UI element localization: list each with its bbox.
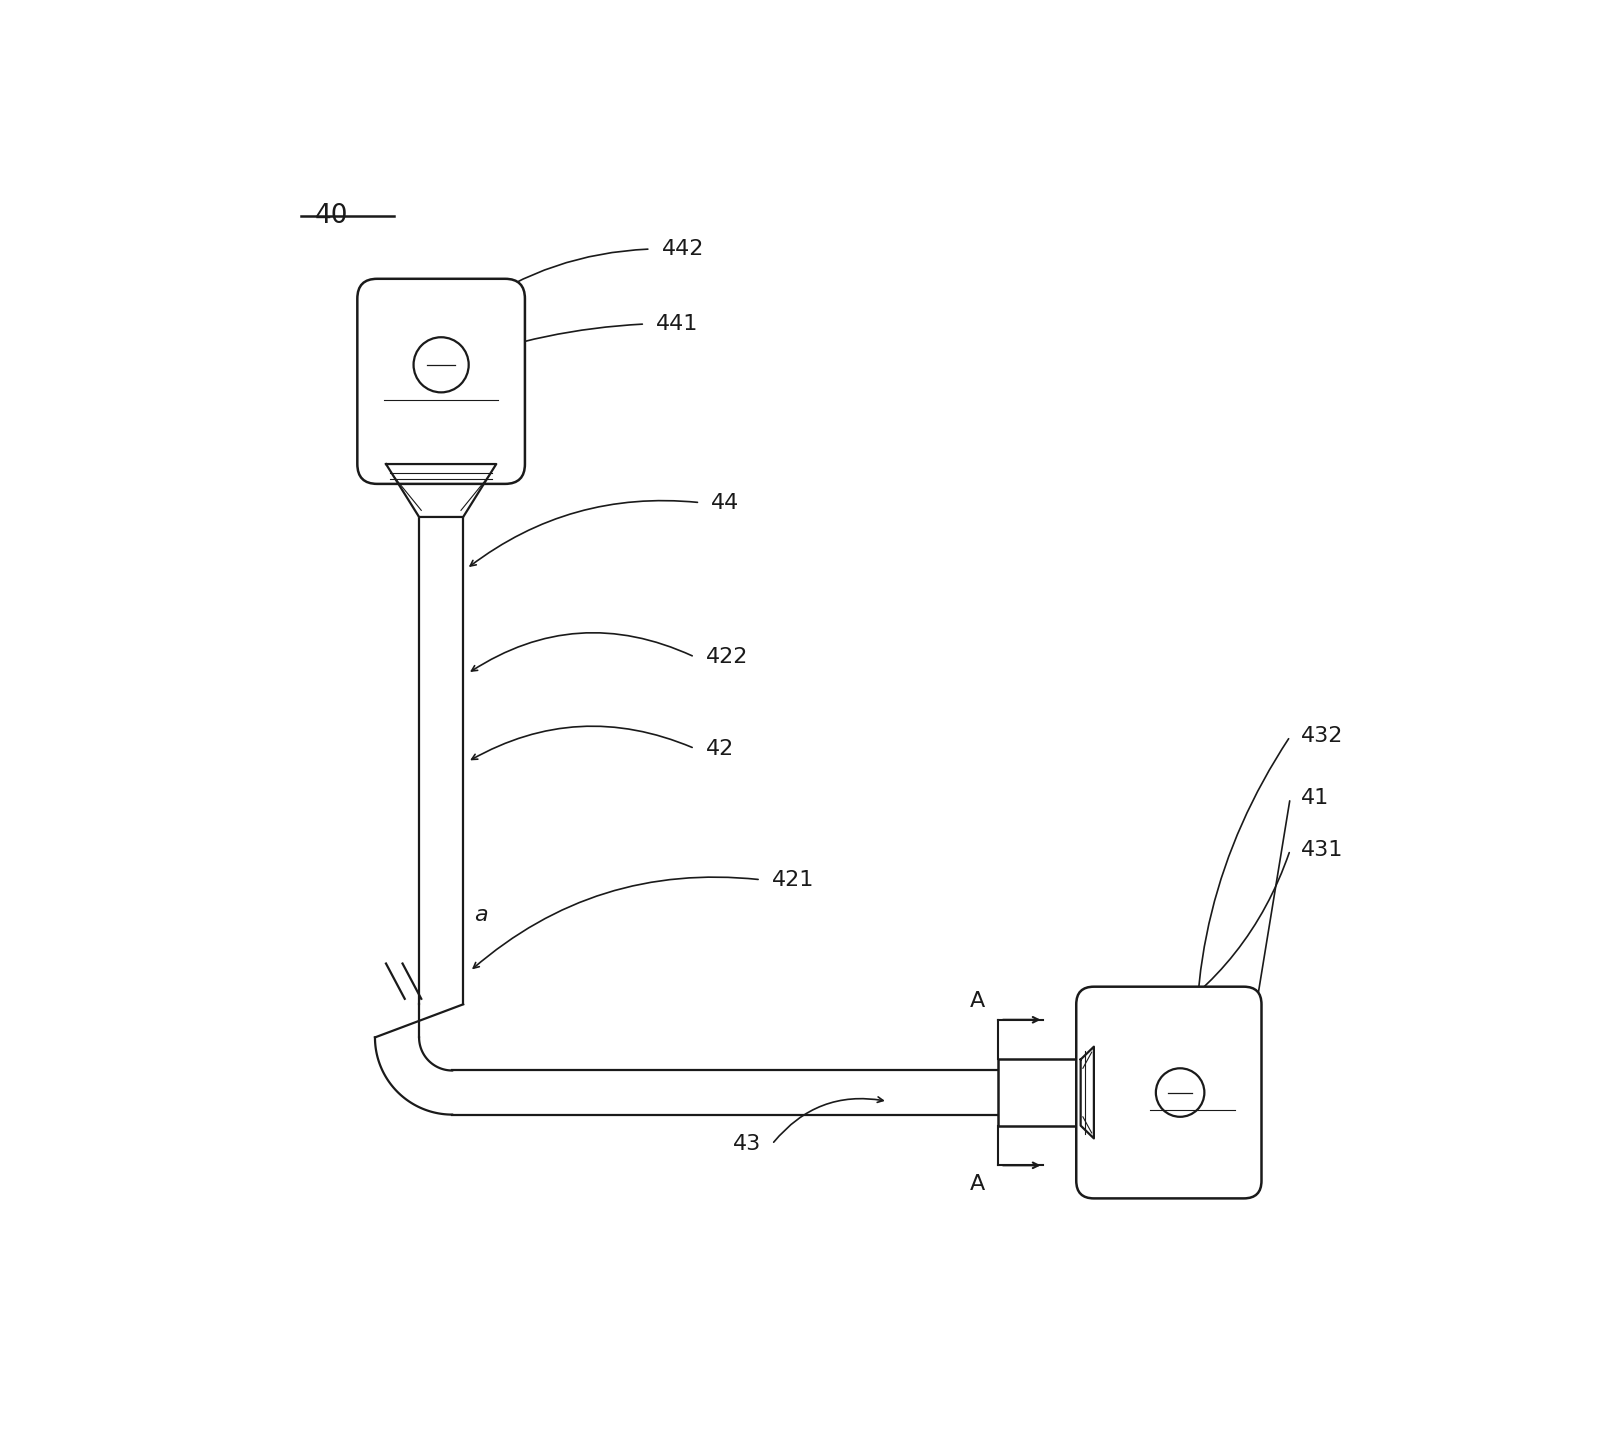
Text: 421: 421 xyxy=(773,869,814,889)
Text: B: B xyxy=(1108,991,1122,1011)
Text: A: A xyxy=(970,991,984,1011)
Text: 42: 42 xyxy=(705,739,734,759)
Text: 431: 431 xyxy=(1302,841,1343,861)
Text: a: a xyxy=(474,905,487,925)
Text: 43: 43 xyxy=(733,1134,761,1154)
Text: B: B xyxy=(1108,1174,1122,1194)
Text: 441: 441 xyxy=(656,314,699,334)
Text: 40: 40 xyxy=(314,203,348,229)
Text: 422: 422 xyxy=(705,647,749,667)
Polygon shape xyxy=(1080,1047,1093,1138)
Polygon shape xyxy=(386,464,497,517)
Bar xyxy=(999,1060,1080,1126)
Text: A: A xyxy=(970,1174,984,1194)
FancyBboxPatch shape xyxy=(357,279,524,484)
Text: 442: 442 xyxy=(662,239,704,259)
FancyBboxPatch shape xyxy=(1076,987,1262,1199)
Text: 432: 432 xyxy=(1302,726,1343,746)
Text: 44: 44 xyxy=(712,493,739,513)
Text: 41: 41 xyxy=(1302,788,1329,808)
